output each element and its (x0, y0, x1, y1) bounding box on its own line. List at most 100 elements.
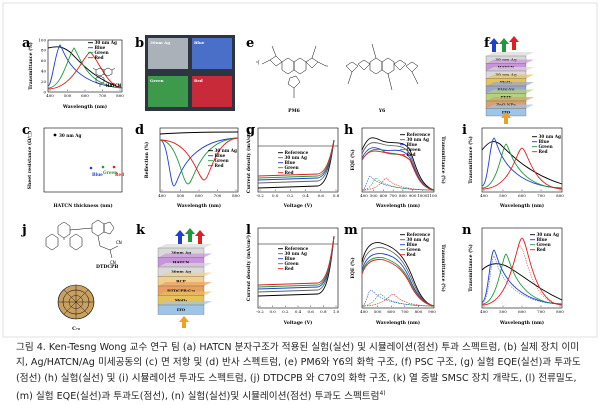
l-legend-entry: Reference (285, 246, 309, 251)
panel-g-axes (257, 127, 339, 193)
m-legend-entry: Blue (407, 242, 418, 247)
n-curve-red (481, 237, 563, 306)
h-xtick: 800 (399, 193, 407, 198)
tile-ag (148, 38, 188, 69)
c-label-blue: Blue (92, 172, 103, 177)
c-label-red: Red (115, 172, 124, 177)
n-legend-entry: Blue (537, 237, 548, 242)
panel-b: b 30nm Ag Blue Green Red (135, 35, 235, 111)
panel-a: a Wavelength (nm) Transmittance (%) 400 5… (22, 36, 124, 110)
n-xtick: 600 (518, 309, 526, 314)
h-legend-entry: 30 nm Ag (407, 137, 429, 142)
k-layer-label: ITO (177, 307, 186, 312)
k-arrow-blue (175, 230, 185, 244)
l-xtick: 0.0 (269, 309, 276, 314)
c70-name: C₇₀ (72, 326, 80, 332)
g-xtick: -0.2 (256, 193, 264, 198)
k-layer-label: 30nm Ag (171, 269, 191, 274)
k-layer-label: 30nm Ag (171, 250, 191, 255)
tile-red (192, 76, 232, 107)
tile-blue-label: Blue (194, 40, 205, 45)
panel-a-ylabel: Transmittance (%) (27, 42, 34, 90)
panel-l-ylabel: Current density (mA/cm²) (245, 235, 252, 301)
a-ytick: 80 (41, 48, 47, 53)
a-xtick: 800 (116, 93, 124, 98)
m-curve-red (361, 259, 435, 307)
l-xtick: 0.6 (307, 309, 314, 314)
dtdcpb-structure-icon (45, 219, 119, 259)
h-legend-entry: Red (407, 152, 416, 157)
l-xtick: -0.2 (256, 309, 264, 314)
f-arrow-light (501, 112, 511, 124)
d-xtick: 600 (195, 193, 203, 198)
i-curve-green (481, 143, 563, 189)
panel-m: m Wavelength (nm) EQE (%) Transmittance … (344, 223, 447, 326)
panel-l-axes (257, 227, 339, 309)
panel-i-label: i (462, 123, 467, 138)
h-legend-entry: Reference (407, 132, 431, 137)
h-curve-ref (361, 137, 435, 191)
a-curve-green (47, 47, 123, 89)
panel-l: l Voltage (V) Current density (mA/cm²) -… (245, 223, 340, 326)
g-xtick: 0.6 (318, 193, 325, 198)
h-curve-ag (361, 142, 435, 191)
d-legend-entry: 30 nm Ag (215, 148, 237, 153)
g-xtick: 0.0 (272, 193, 279, 198)
g-xtick: 0.2 (287, 193, 294, 198)
i-xtick: 400 (480, 193, 488, 198)
a-legend-entry: Green (95, 50, 109, 55)
n-sim-blue (481, 255, 563, 305)
c-legend-text: 30 nm Ag (59, 133, 81, 138)
k-layer (157, 304, 205, 315)
panel-k-label: k (136, 223, 146, 238)
h-curve-red (361, 150, 435, 191)
h-xtick: 400 (360, 193, 368, 198)
panel-c-ylabel: Sheet resistance (Ω/□) (26, 131, 33, 190)
l-legend-entry: Red (285, 266, 294, 271)
m-xtick: 500 (374, 309, 382, 314)
k-layer-top (158, 253, 212, 258)
a-ytick: 100 (38, 37, 46, 42)
h-trans-red (361, 177, 435, 191)
k-layer-top (158, 291, 212, 296)
n-legend-entry: 30 nm Ag (537, 232, 559, 237)
panel-c-label: c (22, 123, 30, 138)
panel-k: k 30nm Ag HATCN 30nm Ag BCP DTDCPB:C₇₀ MoOₓ IT… (136, 223, 212, 328)
a-ytick: 60 (41, 58, 47, 63)
k-layer-top (158, 263, 212, 267)
m-legend-entry: Reference (407, 232, 431, 237)
k-layer-label: BCP (176, 279, 186, 284)
i-legend-entry: 30 nm Ag (539, 134, 561, 139)
panel-f-label: f (484, 36, 491, 51)
panel-h-ylabel: EQE (%) (349, 149, 356, 170)
i-legend-entry: Blue (539, 139, 550, 144)
i-xtick: 600 (518, 193, 526, 198)
panel-j-label: j (21, 223, 27, 238)
panel-b-label: b (135, 36, 144, 51)
panel-i-xlabel: Wavelength (nm) (499, 202, 544, 209)
panel-g-ylabel: Current density (mA/cm²) (245, 127, 252, 193)
f-layer-top (486, 89, 534, 94)
panel-m-xlabel: Wavelength (nm) (375, 319, 420, 326)
m-trans-green (361, 293, 435, 307)
a-legend-entry: Red (95, 55, 104, 60)
i-curve-blue (481, 137, 563, 189)
g-xtick: 0.8 (333, 193, 340, 198)
panel-n: n Wavelength (nm) Transmittance (%) 400 5… (462, 223, 564, 326)
d-legend-entry: Red (215, 163, 224, 168)
d-curve-green (159, 137, 239, 185)
l-xtick: 1.0 (333, 309, 340, 314)
n-sim-red (481, 245, 563, 306)
panel-h: h Wavelength (nm) EQE (%) Transmittance … (344, 123, 447, 209)
panel-n-label: n (462, 223, 472, 238)
k-arrow-green (185, 228, 195, 242)
n-xtick: 400 (480, 309, 488, 314)
panel-e-label: e (246, 36, 254, 51)
panel-m-label: m (344, 223, 358, 238)
k-layer-top (158, 244, 212, 248)
k-layer-label: MoOₓ (175, 298, 188, 303)
n-xtick: 700 (537, 309, 545, 314)
hatcn-name: HATCN (106, 83, 121, 88)
panel-l-xlabel: Voltage (V) (283, 319, 313, 326)
